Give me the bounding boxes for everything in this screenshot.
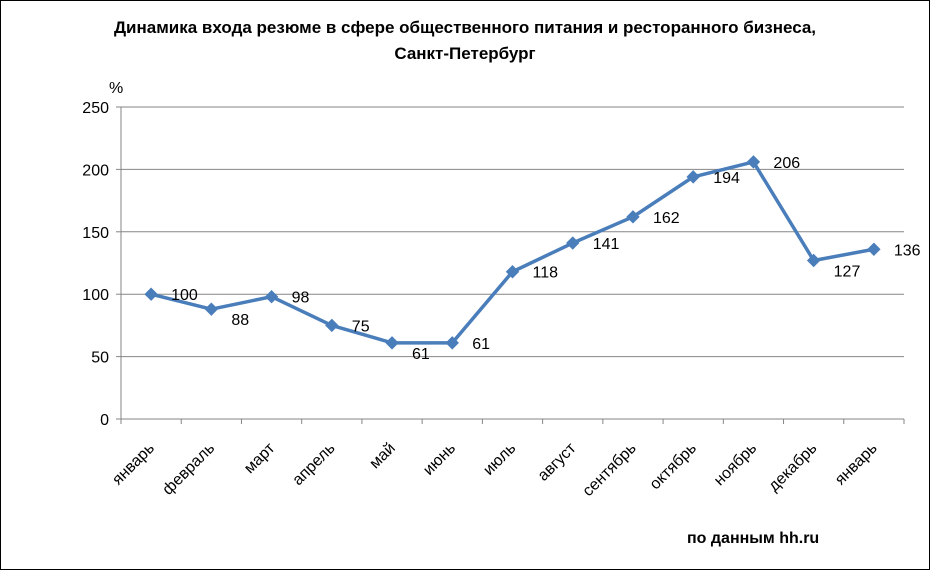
data-point-marker [144, 287, 158, 301]
data-point-marker [445, 336, 459, 350]
x-tick-label: ноябрь [711, 440, 760, 489]
data-point-marker [806, 253, 821, 268]
data-point-marker [325, 318, 339, 333]
x-tick-label: апрель [289, 440, 338, 489]
x-tick-label: сентябрь [580, 440, 640, 500]
x-tick-label: июль [480, 440, 519, 479]
x-tick-label: февраль [159, 440, 218, 499]
data-label: 206 [773, 155, 800, 172]
y-tick-label: 50 [91, 350, 109, 367]
x-tick-label: декабрь [765, 440, 820, 495]
series-line [149, 160, 876, 345]
y-tick-label: 0 [100, 412, 109, 429]
x-tick-label: май [366, 440, 398, 472]
data-label: 75 [352, 318, 370, 335]
data-point-marker [686, 170, 700, 184]
data-label: 141 [593, 236, 620, 253]
x-tick-label: январь [832, 440, 881, 489]
chart-title-line-2: Санкт-Петербург [394, 44, 536, 63]
data-point-marker [264, 289, 279, 304]
y-tick-label: 150 [82, 225, 109, 242]
data-point-marker [746, 155, 761, 169]
y-axis-label: % [109, 80, 123, 97]
data-point-marker [867, 242, 881, 256]
y-tick-label: 100 [82, 287, 109, 304]
data-point-marker [626, 210, 640, 224]
data-point-marker [204, 302, 219, 316]
data-label: 61 [472, 336, 490, 353]
x-tick-label: июнь [420, 440, 459, 479]
x-tick-label: март [241, 439, 279, 477]
data-label: 100 [171, 287, 198, 304]
source-note: по данным hh.ru [687, 530, 820, 547]
x-tick-label: октябрь [647, 440, 700, 493]
data-label: 127 [834, 264, 861, 281]
data-label: 61 [412, 346, 430, 363]
data-label: 136 [894, 242, 921, 259]
data-point-marker [385, 336, 399, 350]
data-label: 118 [533, 265, 559, 282]
chart-title: Динамика входа резюме в сфере общественн… [1, 15, 929, 67]
data-label: 98 [292, 290, 310, 307]
data-point-marker [505, 265, 520, 279]
x-tick-label: январь [109, 440, 158, 489]
y-tick-label: 200 [82, 162, 109, 179]
data-label: 194 [713, 170, 740, 187]
x-tick-label: август [535, 439, 580, 484]
data-label: 162 [653, 210, 680, 227]
y-tick-label: 250 [82, 100, 109, 117]
chart-title-line-1: Динамика входа резюме в сфере общественн… [113, 18, 817, 37]
data-label: 88 [231, 312, 249, 329]
data-point-marker [566, 236, 580, 250]
